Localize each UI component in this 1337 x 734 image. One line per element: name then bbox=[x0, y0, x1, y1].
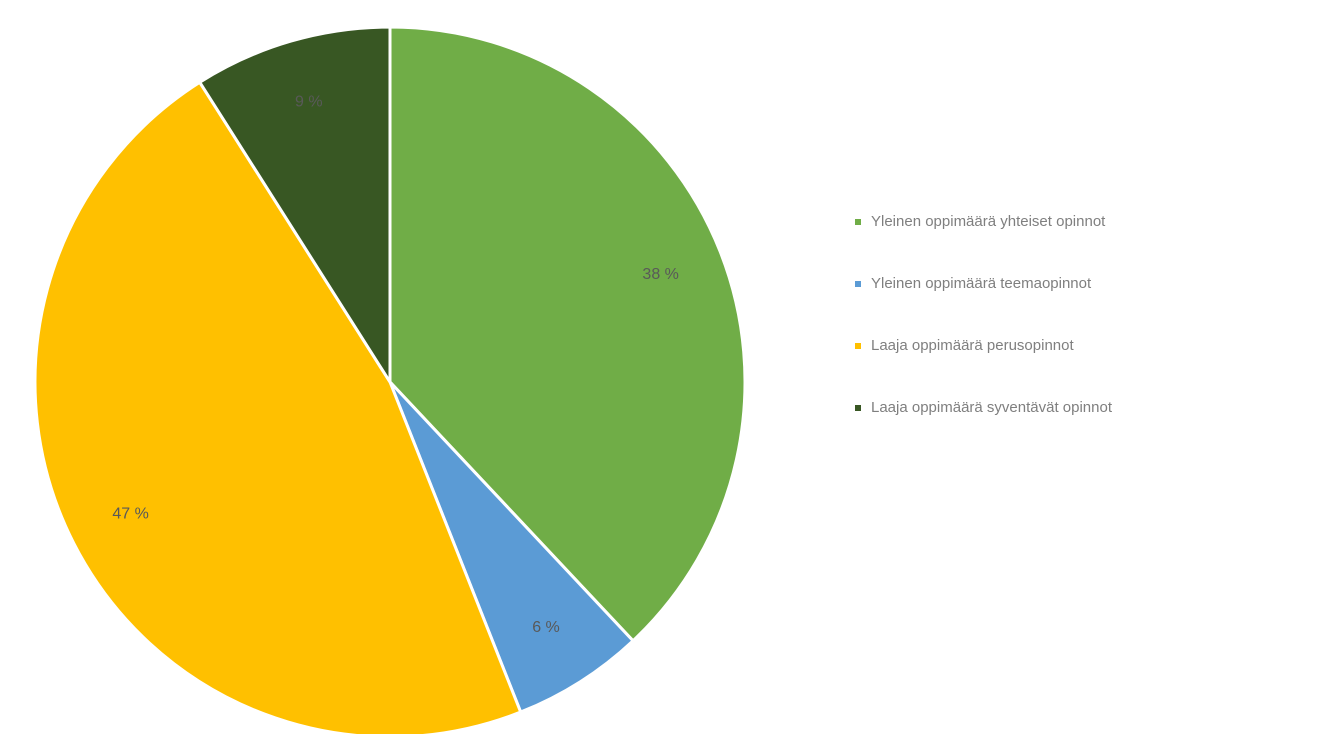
legend-marker bbox=[855, 343, 861, 349]
chart-legend: Yleinen oppimäärä yhteiset opinnot Ylein… bbox=[855, 212, 1325, 460]
slice-data-label: 38 % bbox=[642, 266, 678, 283]
pie-slice bbox=[388, 25, 747, 643]
legend-marker bbox=[855, 219, 861, 225]
pie-slice bbox=[388, 380, 635, 714]
slice-data-label: 47 % bbox=[112, 505, 148, 522]
pie-slices bbox=[33, 25, 747, 734]
legend-marker bbox=[855, 405, 861, 411]
pie-data-labels: 38 % 6 % 47 % 9 % bbox=[112, 94, 678, 636]
pie-slice bbox=[33, 80, 523, 734]
legend-label: Laaja oppimäärä syventävät opinnot bbox=[871, 399, 1112, 416]
legend-item: Laaja oppimäärä perusopinnot bbox=[855, 336, 1325, 356]
pie-slice bbox=[198, 25, 392, 384]
legend-label: Yleinen oppimäärä yhteiset opinnot bbox=[871, 213, 1106, 230]
slice-data-label: 9 % bbox=[295, 94, 323, 111]
legend-item: Yleinen oppimäärä yhteiset opinnot bbox=[855, 212, 1325, 232]
legend-item: Laaja oppimäärä syventävät opinnot bbox=[855, 398, 1225, 418]
legend-marker bbox=[855, 281, 861, 287]
legend-item: Yleinen oppimäärä teemaopinnot bbox=[855, 274, 1325, 294]
legend-label: Yleinen oppimäärä teemaopinnot bbox=[871, 275, 1092, 292]
slice-data-label: 6 % bbox=[532, 619, 560, 636]
legend-label: Laaja oppimäärä perusopinnot bbox=[871, 337, 1074, 354]
